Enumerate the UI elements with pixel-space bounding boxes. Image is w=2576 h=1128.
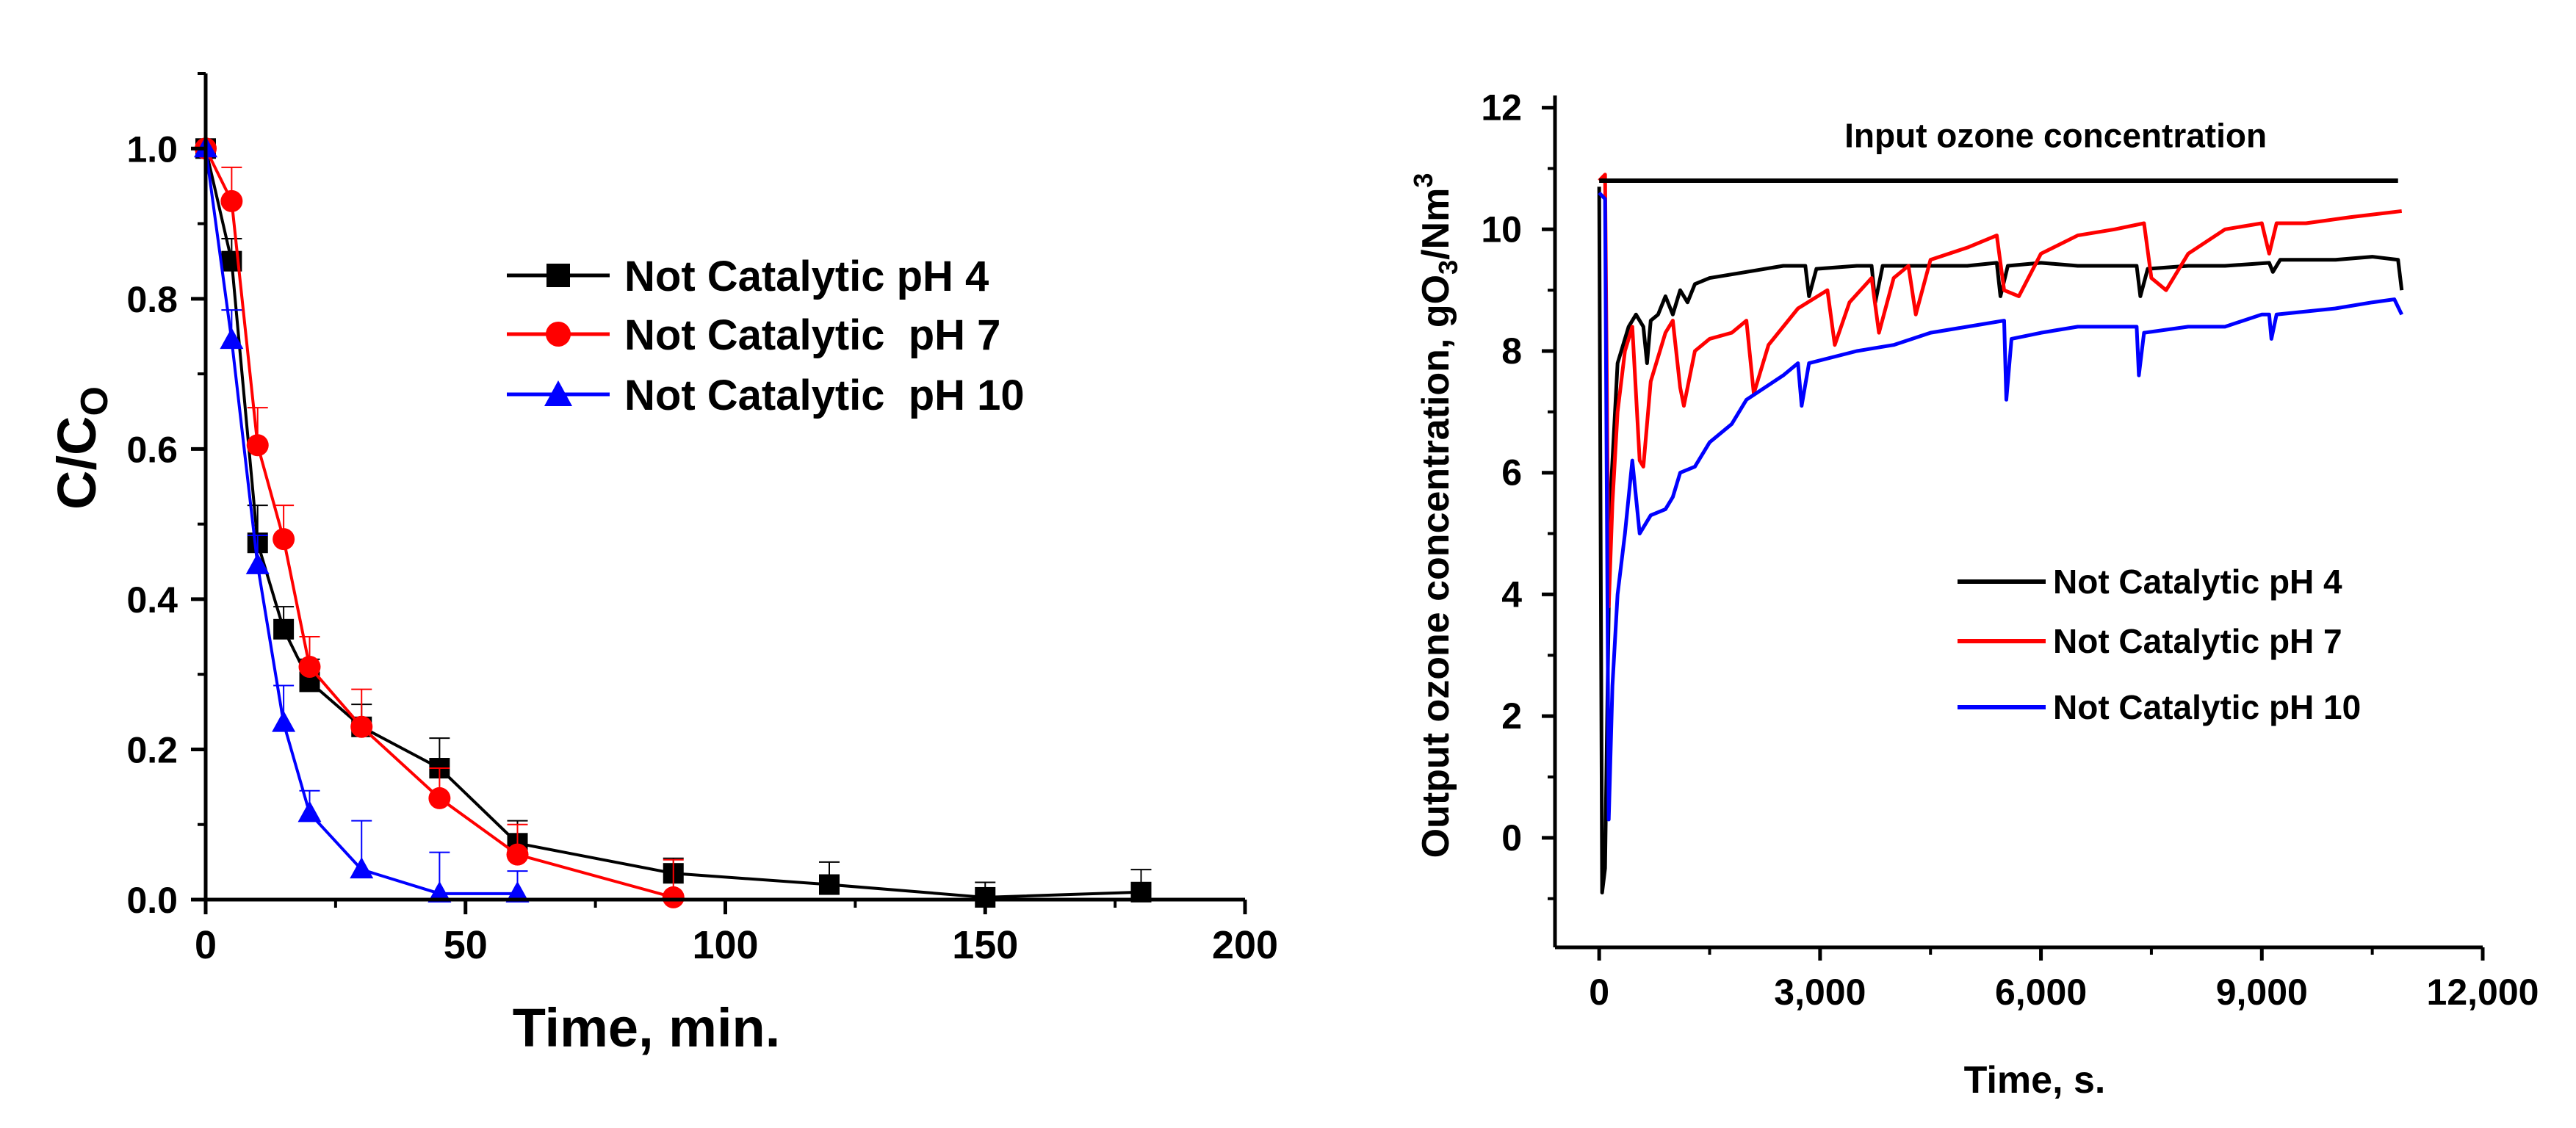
- chart2-legend-label-ph10: Not Catalytic pH 10: [2053, 688, 2361, 726]
- chart2-y-tick-label-2: 2: [1501, 695, 1522, 737]
- chart1-point-not-catalytic-ph-10-5: [350, 857, 374, 879]
- chart1-point-not-catalytic-ph-7-8: [662, 886, 685, 908]
- chart1-y-axis-title: C/CO: [46, 386, 116, 510]
- chart2-legend: Not Catalytic pH 4 Not Catalytic pH 7 No…: [1958, 563, 2361, 726]
- chart1-point-not-catalytic-ph-7-6: [428, 787, 451, 809]
- chart2-series-layer: [1597, 173, 2404, 894]
- chart1-legend-marker-ph10: [544, 380, 572, 406]
- chart1-point-not-catalytic-ph-7-2: [246, 434, 269, 457]
- chart2-x-tick-label-6000: 6,000: [1995, 972, 2087, 1013]
- chart-decay-kinetics: 0 50 100 150 200 0.0 0.2 0.4 0.6 0.8 1.0 Time, min…: [46, 72, 1278, 1058]
- chart1-x-tick-label-0: 0: [195, 923, 217, 967]
- chart1-ticks: 0 50 100 150 200 0.0 0.2 0.4 0.6 0.8 1.0: [126, 72, 1278, 967]
- chart1-y-tick-label-0-2: 0.2: [126, 729, 178, 770]
- chart2-y-tick-label-12: 12: [1481, 87, 1522, 129]
- chart2-x-tick-label-3000: 3,000: [1774, 972, 1866, 1013]
- chart1-series-not-catalytic-ph-7: [195, 137, 685, 908]
- chart1-x-tick-label-200: 200: [1212, 923, 1278, 967]
- chart1-point-not-catalytic-ph-4-3: [273, 618, 295, 640]
- chart2-legend-label-ph7: Not Catalytic pH 7: [2053, 622, 2342, 660]
- chart1-line-not-catalytic-ph-4: [204, 148, 1141, 899]
- chart1-y-tick-label-0-4: 0.4: [126, 579, 178, 621]
- chart1-point-not-catalytic-ph-4-9: [819, 874, 840, 895]
- chart2-y-axis-title: Output ozone concentration, gO3/Nm3: [1408, 173, 1463, 858]
- chart1-x-axis-title: Time, min.: [513, 997, 781, 1058]
- chart2-x-tick-label-9000: 9,000: [2216, 972, 2308, 1013]
- chart1-point-not-catalytic-ph-10-6: [427, 881, 452, 903]
- chart2-x-axis-title: Time, s.: [1964, 1059, 2106, 1102]
- chart1-y-tick-label-1: 1.0: [126, 129, 178, 170]
- chart1-y-tick-label-0-8: 0.8: [126, 279, 178, 320]
- chart2-y-tick-label-4: 4: [1501, 574, 1522, 615]
- chart1-legend-label-ph4: Not Catalytic pH 4: [624, 253, 989, 300]
- chart1-x-tick-label-50: 50: [444, 923, 488, 967]
- chart1-y-tick-label-0-6: 0.6: [126, 429, 178, 470]
- chart2-ticks: 0 3,000 6,000 9,000 12,000 0 2 4 6 8 10 12: [1481, 87, 2539, 1013]
- chart1-point-not-catalytic-ph-7-1: [220, 189, 243, 212]
- chart2-legend-label-ph4: Not Catalytic pH 4: [2053, 563, 2342, 601]
- chart1-line-not-catalytic-ph-10: [204, 148, 518, 895]
- chart1-legend-marker-ph4: [546, 264, 570, 287]
- chart1-x-tick-label-100: 100: [692, 923, 758, 967]
- chart1-point-not-catalytic-ph-7-4: [298, 655, 321, 678]
- chart2-y-tick-label-8: 8: [1501, 330, 1522, 372]
- chart2-x-tick-label-12000: 12,000: [2427, 972, 2539, 1013]
- chart1-legend: Not Catalytic pH 4 Not Catalytic pH 7 No…: [507, 253, 1025, 419]
- chart1-point-not-catalytic-ph-7-5: [350, 715, 373, 738]
- chart1-legend-label-ph10: Not Catalytic pH 10: [624, 372, 1025, 419]
- chart1-point-not-catalytic-ph-10-1: [220, 328, 244, 350]
- chart1-legend-label-ph7: Not Catalytic pH 7: [624, 311, 1000, 359]
- chart2-y-tick-label-6: 6: [1501, 452, 1522, 494]
- chart1-series-layer: [194, 136, 1152, 908]
- chart1-series-not-catalytic-ph-10: [194, 136, 530, 903]
- chart2-annotation-input-ozone: Input ozone concentration: [1844, 116, 2267, 154]
- chart2-x-tick-label-0: 0: [1589, 972, 1609, 1013]
- chart1-point-not-catalytic-ph-10-4: [297, 800, 322, 822]
- chart1-legend-marker-ph7: [546, 322, 571, 347]
- chart2-line-not-catalytic-ph-10: [1598, 191, 2403, 822]
- chart2-line-not-catalytic-ph-7: [1598, 173, 2403, 609]
- chart1-y-tick-label-0: 0.0: [126, 880, 178, 921]
- chart1-point-not-catalytic-ph-10-7: [505, 881, 530, 903]
- chart1-x-tick-label-150: 150: [952, 923, 1018, 967]
- chart2-line-not-catalytic-ph-4: [1597, 187, 2404, 894]
- chart1-point-not-catalytic-ph-7-3: [273, 528, 295, 551]
- chart2-y-tick-label-10: 10: [1481, 209, 1522, 250]
- chart1-point-not-catalytic-ph-10-3: [272, 710, 296, 732]
- chart1-point-not-catalytic-ph-10-2: [245, 552, 270, 574]
- chart2-y-tick-label-0: 0: [1501, 817, 1522, 858]
- chart1-point-not-catalytic-ph-7-7: [506, 843, 529, 866]
- chart-ozone-output: Input ozone concentration 0 3,000 6,000 9,0…: [1408, 87, 2539, 1102]
